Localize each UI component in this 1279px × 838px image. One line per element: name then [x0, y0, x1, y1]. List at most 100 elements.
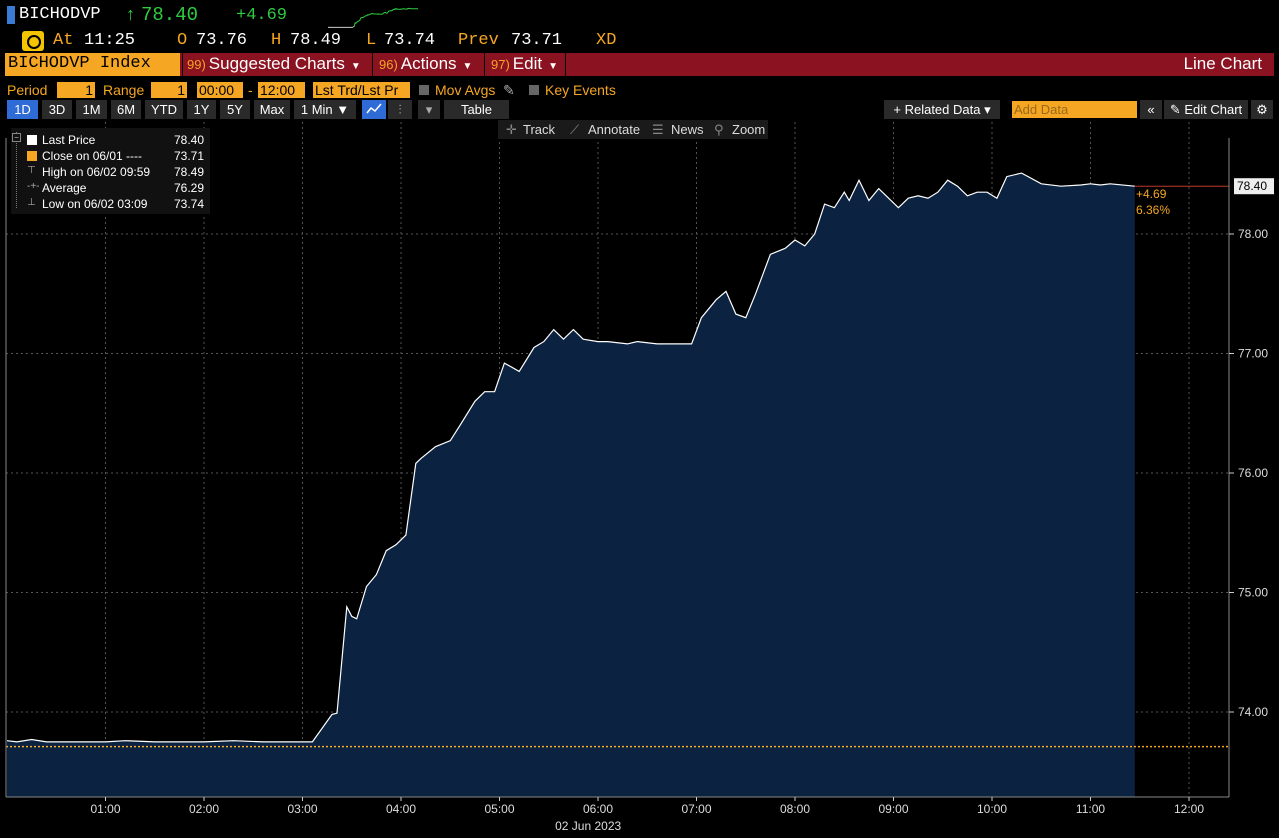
news-icon[interactable]: ☰ [652, 122, 664, 137]
range-button-3d[interactable]: 3D [42, 100, 72, 119]
annotate-button[interactable]: Annotate [588, 122, 641, 137]
legend-value: 73.71 [173, 149, 204, 163]
x-tick-label: 01:00 [90, 802, 120, 816]
last-price-badge [1234, 178, 1274, 195]
track-button[interactable]: Track [523, 122, 556, 137]
ticker-symbol: BICHODVP [19, 5, 101, 24]
legend-collapse-icon[interactable]: − [12, 133, 21, 142]
net-change: +4.69 [236, 6, 288, 25]
price-line [6, 172, 1135, 743]
x-tick-label: 10:00 [977, 802, 1007, 816]
news-button[interactable]: News [671, 122, 704, 137]
legend-swatch [27, 135, 37, 145]
x-tick-label: 06:00 [583, 802, 613, 816]
exchange-code: XD [596, 31, 617, 50]
range-button-ytd[interactable]: YTD [145, 100, 183, 119]
time-to-input[interactable]: 12:00 [258, 82, 305, 98]
add-data-input[interactable]: Add Data [1012, 101, 1137, 118]
y-tick-label: 76.00 [1238, 466, 1268, 480]
pct-change-annotation: 6.36% [1136, 203, 1170, 217]
range-toolbar: 1D 3D 1M 6M YTD 1Y 5Y Max 1 Min ▼ ⫶ ▾ Table + R… [0, 100, 1279, 119]
crosshair-icon[interactable]: ✛ [506, 122, 517, 137]
suggested-charts-menu[interactable]: 99) Suggested Charts ▼ [187, 53, 361, 76]
chart-type-label: Line Chart [1183, 54, 1262, 73]
intraday-sparkline [328, 7, 419, 28]
prev-value: 73.71 [511, 31, 563, 50]
range-button-1y[interactable]: 1Y [187, 100, 216, 119]
interval-select[interactable]: 1 Min ▼ [294, 100, 356, 119]
x-tick-label: 04:00 [386, 802, 416, 816]
x-tick-label: 02:00 [189, 802, 219, 816]
up-arrow-icon: ↑ [126, 4, 135, 24]
legend-tree-line [16, 132, 17, 208]
prev-label: Prev [458, 31, 499, 50]
edit-chart-label: Edit Chart [1184, 102, 1243, 117]
range-button-max[interactable]: Max [254, 100, 290, 119]
x-tick-label: 08:00 [780, 802, 810, 816]
at-label: At [53, 31, 74, 50]
range-input[interactable]: 1 [151, 82, 187, 98]
chart-legend: Last Price 78.40 Close on 06/01 ---- 73.71 ⊤… [11, 128, 210, 214]
menu-separator [484, 53, 485, 76]
clock-icon [22, 31, 44, 51]
range-label: Range [103, 82, 145, 98]
chevron-down-icon: ▼ [462, 61, 473, 72]
line-chart-icon[interactable] [362, 100, 386, 119]
sparkline-up-segment [353, 7, 419, 27]
pencil-icon[interactable]: ✎ [503, 82, 515, 98]
legend-name: Close on 06/01 ---- [42, 149, 143, 163]
zoom-button[interactable]: Zoom [732, 122, 766, 137]
mov-avgs-checkbox[interactable] [419, 85, 429, 95]
suggested-charts-label: Suggested Charts [208, 54, 345, 73]
collapse-icon[interactable]: « [1140, 100, 1162, 119]
range-button-6m[interactable]: 6M [111, 100, 141, 119]
table-button[interactable]: Table [444, 100, 509, 119]
security-field[interactable]: BICHODVP Index [5, 53, 180, 76]
security-color-marker [7, 6, 15, 24]
price-field-select[interactable]: Lst Trd/Lst Pr [313, 82, 410, 98]
zoom-icon[interactable]: ⚲ [714, 122, 724, 137]
bar-chart-icon[interactable]: ⫶ [388, 100, 412, 119]
menu-separator [565, 53, 566, 76]
y-tick-label: 77.00 [1238, 347, 1268, 361]
range-button-1d[interactable]: 1D [7, 100, 38, 119]
edit-menu[interactable]: 97) Edit ▼ [491, 53, 558, 76]
legend-name: Average [42, 181, 87, 195]
annotate-icon[interactable]: ⟋ [570, 122, 580, 137]
high-label: H [271, 31, 282, 50]
key-events-checkbox[interactable] [529, 85, 539, 95]
x-tick-label: 12:00 [1174, 802, 1204, 816]
actions-menu[interactable]: 96) Actions ▼ [379, 53, 472, 76]
low-label: L [366, 31, 377, 50]
x-axis-date-label: 02 Jun 2023 [555, 819, 621, 833]
menu-separator [372, 53, 373, 76]
actions-number: 96) [379, 57, 398, 72]
legend-item: ⊥ Low on 06/02 03:09 73.74 [11, 196, 210, 212]
related-data-button[interactable]: + Related Data ▾ [884, 100, 1000, 119]
x-tick-label: 09:00 [878, 802, 908, 816]
chart-type-chevron-icon[interactable]: ▾ [418, 100, 440, 119]
period-label: Period [7, 82, 48, 98]
range-button-5y[interactable]: 5Y [220, 100, 250, 119]
legend-item: Last Price 78.40 [11, 132, 210, 148]
quote-info-row: At 11:25 O 73.76 H 78.49 L 73.74 Prev 73… [0, 30, 1279, 52]
legend-value: 73.74 [173, 197, 204, 211]
chevron-down-icon: ▼ [350, 61, 361, 72]
price-chart[interactable]: 74.00 75.00 76.00 77.00 78.00 01:00 02:00 03:00… [0, 120, 1279, 838]
change-annotation: +4.69 [1136, 187, 1167, 201]
quote-time: 11:25 [84, 31, 136, 50]
last-price-badge-label: 78.40 [1237, 179, 1267, 193]
x-tick-label: 03:00 [287, 802, 317, 816]
range-button-1m[interactable]: 1M [76, 100, 107, 119]
time-from-input[interactable]: 00:00 [197, 82, 243, 98]
price-area [7, 173, 1135, 798]
legend-marker-icon: ⊤ [27, 165, 36, 176]
legend-item: Close on 06/01 ---- 73.71 [11, 148, 210, 164]
gear-icon[interactable]: ⚙ [1251, 100, 1273, 119]
edit-chart-button[interactable]: ✎ Edit Chart [1164, 100, 1248, 119]
legend-marker-icon: ⊥ [27, 197, 36, 208]
x-tick-label: 11:00 [1076, 802, 1105, 816]
ticker-header: BICHODVP ↑ 78.40 +4.69 [0, 4, 1279, 28]
high-value: 78.49 [290, 31, 342, 50]
period-input[interactable]: 1 [57, 82, 95, 98]
